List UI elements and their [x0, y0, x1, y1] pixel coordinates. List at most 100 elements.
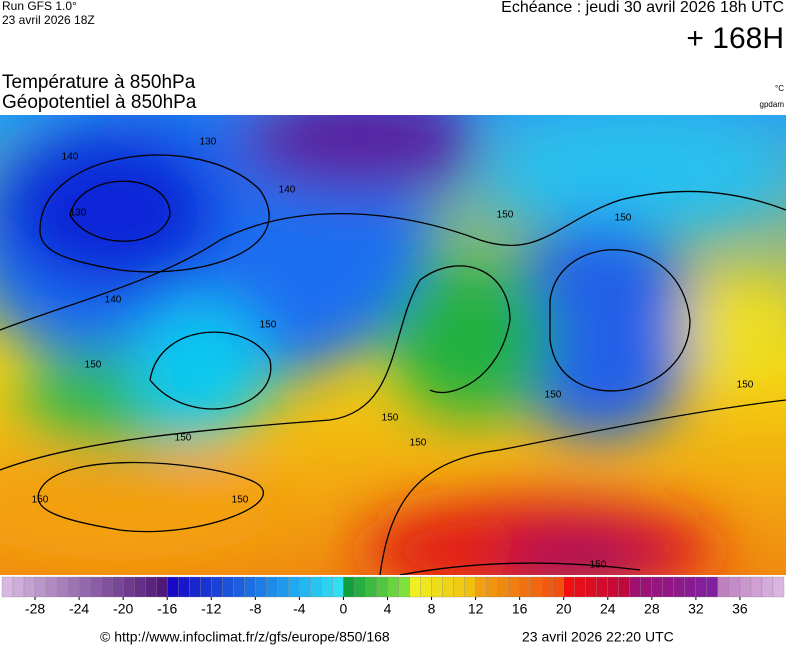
colorbar-tick-label: 8 — [428, 601, 436, 617]
contour-label: 140 — [105, 295, 122, 306]
colorbar-swatch — [299, 576, 311, 598]
colorbar-swatch — [321, 576, 333, 598]
contour-label: 130 — [200, 137, 217, 148]
colorbar-swatch — [145, 576, 157, 598]
lead-time: + 168H — [686, 22, 784, 55]
colorbar-swatch — [1, 576, 14, 598]
colorbar-swatch — [332, 576, 344, 598]
colorbar-tick-label: -28 — [25, 601, 45, 617]
colorbar-swatch — [354, 576, 366, 598]
colorbar-swatch — [178, 576, 190, 598]
colorbar-swatch — [640, 576, 652, 598]
colorbar-swatch — [211, 576, 223, 598]
colorbar-swatch — [343, 576, 355, 598]
contour-label: 150 — [175, 433, 192, 444]
unit-geopotential: gpdam — [760, 100, 785, 109]
contour-label: 150 — [32, 495, 49, 506]
colorbar-swatch — [123, 576, 135, 598]
colorbar-swatch — [134, 576, 146, 598]
colorbar-swatch — [673, 576, 686, 598]
colorbar-swatch — [431, 576, 443, 598]
colorbar-swatch — [111, 576, 124, 598]
colorbar: -28 -24 -20 -16 -12 -8 -4 0 4 8 12 16 20 24 28 32 36 — [1, 576, 785, 617]
colorbar-tick-label: 36 — [732, 601, 748, 617]
colorbar-tick-label: 28 — [644, 601, 660, 617]
colorbar-swatch — [695, 576, 708, 598]
colorbar-tick-label: 24 — [600, 601, 616, 617]
colorbar-swatch — [387, 576, 399, 598]
colorbar-swatch — [56, 576, 69, 598]
contour-label: 150 — [737, 380, 754, 391]
colorbar-swatch — [651, 576, 663, 598]
map: 140 130 130 140 150 150 140 150 150 150 150 150 150 1… — [0, 115, 786, 575]
contour-label: 150 — [545, 390, 562, 401]
colorbar-swatch — [189, 576, 201, 598]
colorbar-swatch — [618, 576, 630, 598]
colorbar-tick-label: 0 — [340, 601, 348, 617]
colorbar-swatch — [530, 576, 542, 598]
colorbar-swatch — [67, 576, 80, 598]
colorbar-swatch — [244, 576, 256, 598]
colorbar-swatch — [100, 576, 113, 598]
colorbar-swatch — [288, 576, 300, 598]
colorbar-swatch — [453, 576, 465, 598]
colorbar-swatch — [519, 576, 531, 598]
colorbar-swatch — [761, 576, 774, 598]
colorbar-swatch — [552, 576, 564, 598]
contour-label: 150 — [232, 495, 249, 506]
colorbar-swatch — [772, 576, 785, 598]
generated-time: 23 avril 2026 22:20 UTC — [522, 629, 674, 645]
colorbar-swatch — [662, 576, 675, 598]
colorbar-swatch — [706, 576, 719, 598]
run-date: 23 avril 2026 18Z — [2, 13, 95, 27]
colorbar-swatch — [508, 576, 520, 598]
colorbar-swatch — [376, 576, 388, 598]
title-temperature: Température à 850hPa — [2, 72, 196, 93]
colorbar-swatch — [255, 576, 267, 598]
colorbar-swatch — [398, 576, 410, 598]
colorbar-swatch — [607, 576, 619, 598]
colorbar-swatch — [310, 576, 322, 598]
colorbar-swatch — [750, 576, 763, 598]
colorbar-swatch — [89, 576, 102, 598]
colorbar-swatch — [717, 576, 730, 598]
contour-label: 150 — [615, 213, 632, 224]
colorbar-swatch — [409, 576, 421, 598]
colorbar-swatch — [365, 576, 377, 598]
contour-label: 140 — [279, 185, 296, 196]
colorbar-tick-label: 16 — [512, 601, 528, 617]
colorbar-swatch — [475, 576, 487, 598]
colorbar-swatch — [277, 576, 289, 598]
run: Run GFS 1.0° — [2, 0, 77, 13]
colorbar-swatch — [45, 576, 58, 598]
contour-label: 150 — [410, 438, 427, 449]
colorbar-swatch — [420, 576, 432, 598]
colorbar-swatch — [34, 576, 47, 598]
colorbar-tick-label: 32 — [688, 601, 704, 617]
colorbar-swatch — [629, 576, 641, 598]
contour-label: 130 — [70, 208, 87, 219]
colorbar-swatch — [266, 576, 278, 598]
colorbar-tick-label: 20 — [556, 601, 572, 617]
colorbar-tick-label: 12 — [468, 601, 484, 617]
colorbar-swatch — [563, 576, 575, 598]
unit-temperature: °C — [775, 84, 784, 93]
colorbar-swatch — [167, 576, 179, 598]
colorbar-swatch — [497, 576, 509, 598]
colorbar-swatch — [23, 576, 36, 598]
colorbar-tick-label: -4 — [293, 601, 306, 617]
colorbar-swatch — [464, 576, 476, 598]
contour-label: 150 — [382, 413, 399, 424]
colorbar-swatch — [739, 576, 752, 598]
colorbar-swatch — [728, 576, 741, 598]
colorbar-tick-label: 4 — [384, 601, 392, 617]
colorbar-swatch — [486, 576, 498, 598]
contour-label: 150 — [497, 210, 514, 221]
contour-label: 150 — [85, 360, 102, 371]
title-geopotential: Géopotentiel à 850hPa — [2, 92, 197, 113]
source-url: © http://www.infoclimat.fr/z/gfs/europe/… — [100, 629, 390, 645]
colorbar-tick-label: -24 — [69, 601, 89, 617]
colorbar-tick-label: -20 — [113, 601, 133, 617]
colorbar-swatch — [541, 576, 553, 598]
